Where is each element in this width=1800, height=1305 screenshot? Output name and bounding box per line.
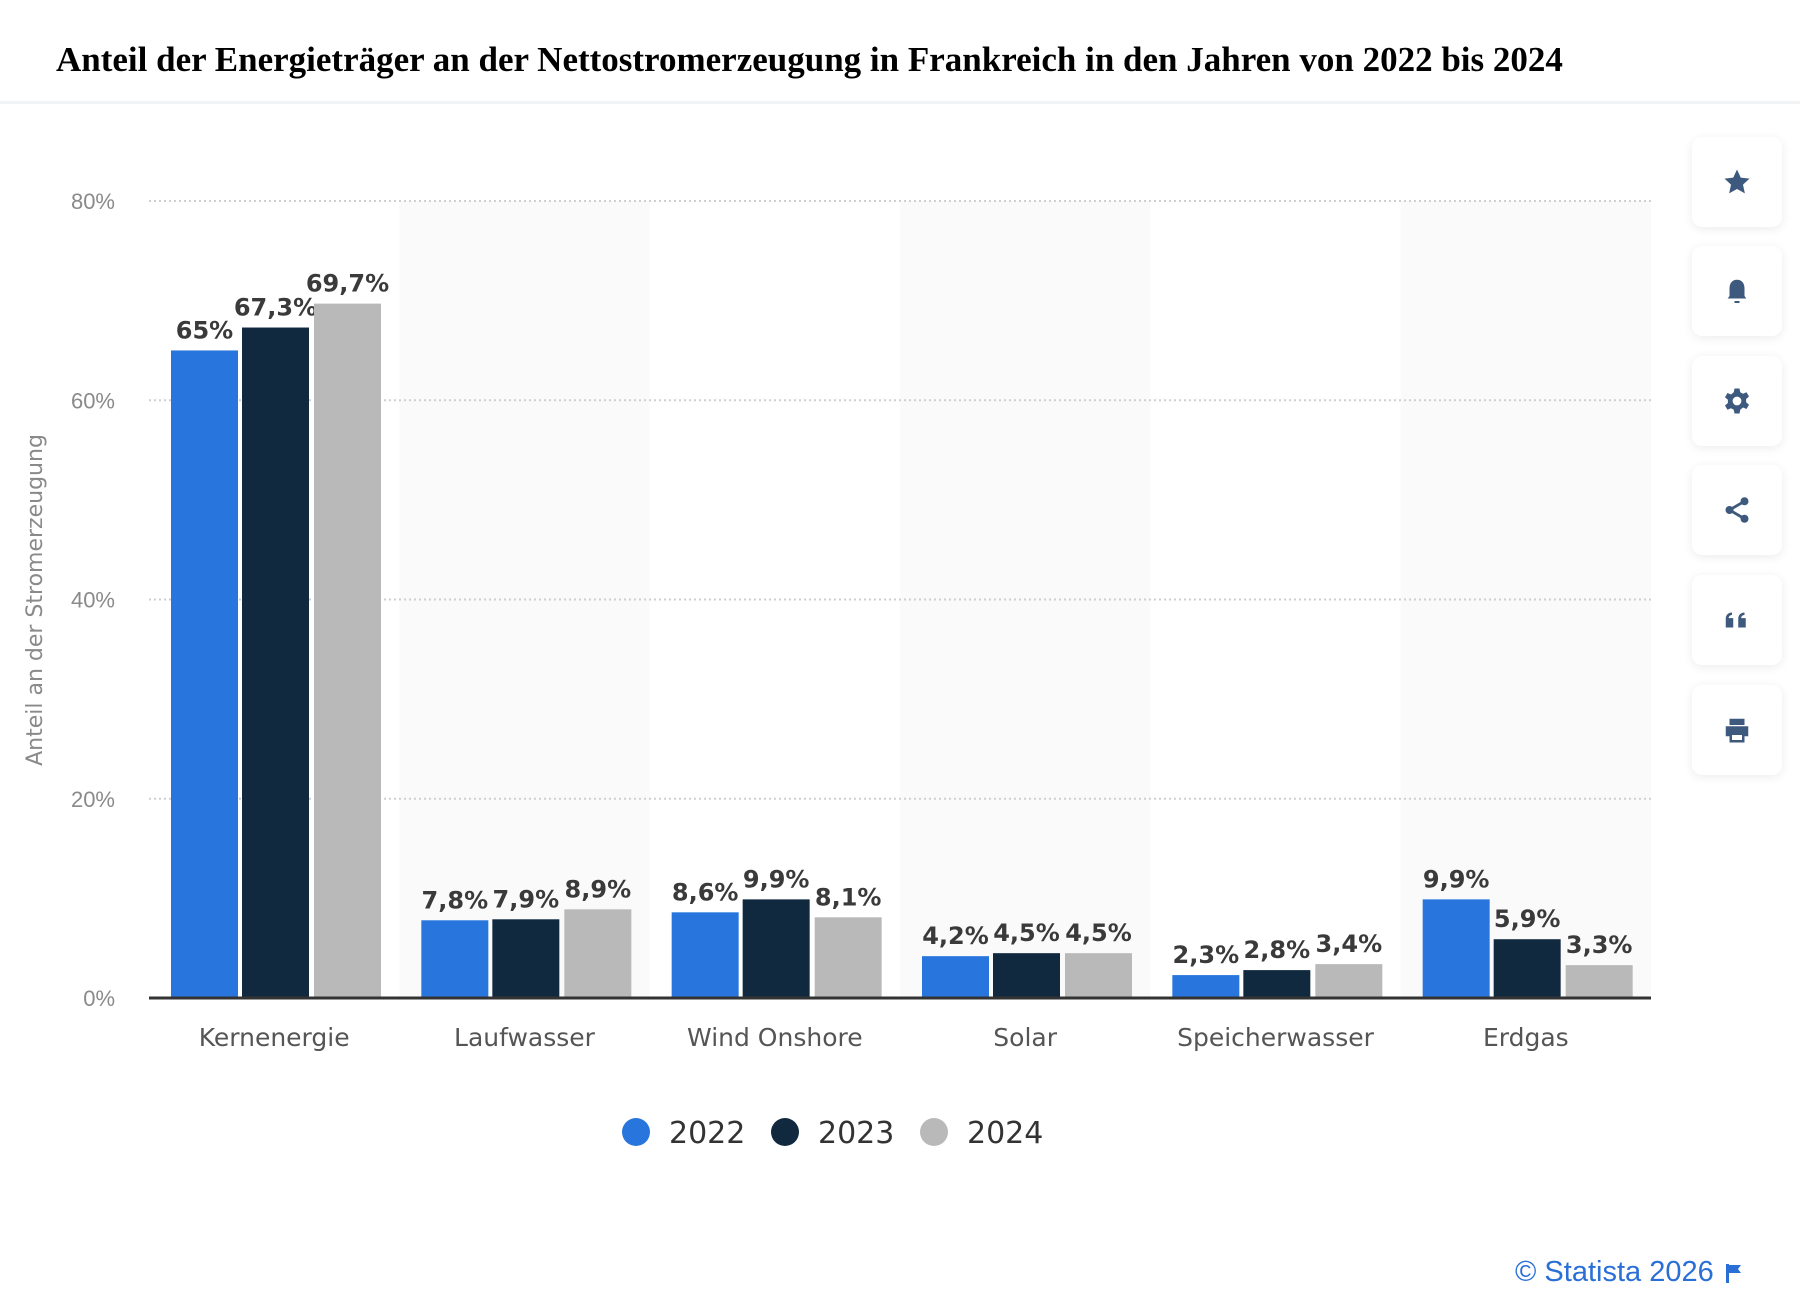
data-label: 3,4% bbox=[1316, 930, 1383, 958]
x-tick-label: Solar bbox=[993, 1023, 1057, 1052]
share-icon bbox=[1725, 497, 1749, 523]
y-tick-label: 40% bbox=[71, 588, 115, 613]
bar-2022-speicherwasser bbox=[1172, 975, 1240, 998]
bar-2024-kernenergie bbox=[314, 303, 381, 998]
bar-2023-speicherwasser bbox=[1243, 970, 1311, 998]
bar-2023-wind-onshore bbox=[742, 899, 810, 998]
favorite-button[interactable] bbox=[1692, 137, 1782, 227]
copyright-text: © Statista 2026 bbox=[1515, 1256, 1714, 1288]
data-label: 65% bbox=[176, 316, 233, 344]
bar-2023-kernenergie bbox=[242, 327, 309, 998]
data-label: 8,1% bbox=[815, 883, 882, 911]
data-label: 9,9% bbox=[1423, 865, 1490, 893]
data-label: 3,3% bbox=[1566, 931, 1633, 959]
star-icon bbox=[1724, 169, 1750, 194]
data-label: 5,9% bbox=[1494, 905, 1561, 933]
bar-2024-laufwasser bbox=[564, 909, 632, 998]
quote-icon bbox=[1725, 612, 1746, 628]
bar-2022-wind-onshore bbox=[671, 912, 739, 998]
data-label: 7,8% bbox=[422, 886, 489, 914]
bar-2022-solar bbox=[922, 956, 989, 998]
legend-marker-2023 bbox=[771, 1118, 799, 1146]
y-tick-label: 80% bbox=[71, 189, 115, 214]
y-tick-label: 20% bbox=[71, 787, 115, 812]
data-label: 69,7% bbox=[306, 270, 389, 298]
settings-button[interactable] bbox=[1692, 356, 1782, 446]
legend-label-2024: 2024 bbox=[967, 1116, 1043, 1151]
y-axis-label: Anteil an der Stromerzeugung bbox=[23, 434, 48, 766]
data-label: 9,9% bbox=[743, 865, 810, 893]
y-tick-label: 60% bbox=[71, 388, 115, 413]
data-label: 8,9% bbox=[565, 875, 632, 903]
x-tick-label: Speicherwasser bbox=[1177, 1023, 1375, 1052]
legend-marker-2024 bbox=[920, 1118, 948, 1146]
data-label: 7,9% bbox=[493, 885, 560, 913]
data-label: 67,3% bbox=[234, 294, 317, 322]
data-label: 4,5% bbox=[993, 919, 1060, 947]
bell-icon bbox=[1727, 279, 1747, 303]
cite-button[interactable] bbox=[1692, 575, 1782, 665]
y-tick-label: 0% bbox=[83, 986, 115, 1011]
legend-label-2022: 2022 bbox=[669, 1116, 745, 1151]
x-tick-label: Wind Onshore bbox=[687, 1023, 863, 1052]
x-tick-label: Erdgas bbox=[1483, 1023, 1569, 1052]
data-label: 8,6% bbox=[672, 878, 739, 906]
bar-2022-erdgas bbox=[1422, 899, 1490, 998]
bar-2024-wind-onshore bbox=[814, 917, 882, 998]
print-icon bbox=[1725, 718, 1749, 743]
bar-2024-solar bbox=[1065, 953, 1132, 998]
data-label: 4,2% bbox=[922, 922, 989, 950]
share-button[interactable] bbox=[1692, 465, 1782, 555]
data-label: 4,5% bbox=[1065, 919, 1132, 947]
bar-2022-laufwasser bbox=[421, 920, 489, 998]
print-button[interactable] bbox=[1692, 685, 1782, 775]
statista-copyright-link[interactable]: © Statista 2026 bbox=[1515, 1256, 1744, 1289]
x-tick-label: Kernenergie bbox=[199, 1023, 350, 1052]
bar-2023-erdgas bbox=[1493, 939, 1561, 998]
flag-icon bbox=[1725, 1263, 1741, 1283]
bar-2023-solar bbox=[993, 953, 1060, 998]
data-label: 2,8% bbox=[1244, 936, 1311, 964]
header-divider bbox=[0, 101, 1800, 104]
data-label: 2,3% bbox=[1173, 941, 1240, 969]
notification-button[interactable] bbox=[1692, 246, 1782, 336]
legend-marker-2022 bbox=[622, 1118, 650, 1146]
gear-icon bbox=[1725, 388, 1749, 414]
x-tick-label: Laufwasser bbox=[454, 1023, 596, 1052]
bar-2024-speicherwasser bbox=[1315, 964, 1383, 998]
bar-2023-laufwasser bbox=[492, 919, 560, 998]
chart-title: Anteil der Energieträger an der Nettostr… bbox=[56, 40, 1563, 79]
bar-2024-erdgas bbox=[1565, 965, 1633, 998]
legend-label-2023: 2023 bbox=[818, 1116, 894, 1151]
bar-2022-kernenergie bbox=[171, 350, 238, 998]
